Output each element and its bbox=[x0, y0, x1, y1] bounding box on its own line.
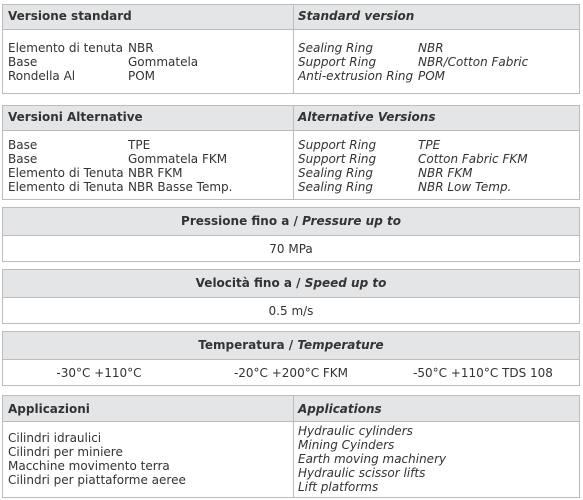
item-en: Earth moving machinery bbox=[298, 452, 447, 466]
label-en: Sealing Ring bbox=[298, 166, 373, 180]
header-it: Versioni Alternative bbox=[8, 110, 143, 124]
label-en: Anti-extrusion Ring bbox=[298, 69, 414, 83]
value: 0.5 m/s bbox=[268, 304, 314, 318]
value-en: NBR Low Temp. bbox=[418, 180, 512, 194]
header: Velocità fino a / Speed up to bbox=[3, 276, 579, 290]
header-en: Speed up to bbox=[304, 276, 387, 290]
label-it: Base bbox=[8, 138, 38, 152]
header-en: Standard version bbox=[298, 9, 415, 23]
value-it: NBR FKM bbox=[128, 166, 183, 180]
section: Velocità fino a / Speed up to 0.5 m/s bbox=[2, 269, 580, 324]
value-en: Cotton Fabric FKM bbox=[418, 152, 528, 166]
label-it: Elemento di Tenuta bbox=[8, 166, 124, 180]
item-en: Lift platforms bbox=[298, 480, 379, 494]
value: -50°C +110°C TDS 108 bbox=[413, 366, 553, 380]
divider bbox=[293, 106, 294, 199]
item-en: Hydraulic cylinders bbox=[298, 424, 413, 438]
section: Applicazioni Applications Cilindri idrauli… bbox=[2, 395, 580, 498]
section: Temperatura / Temperature -30°C +110°C -20… bbox=[2, 331, 580, 386]
label-it: Base bbox=[8, 152, 38, 166]
value: 70 MPa bbox=[269, 242, 313, 256]
section-header bbox=[3, 396, 579, 422]
item-it: Cilindri idraulici bbox=[8, 431, 102, 445]
label-it: Base bbox=[8, 55, 38, 69]
section-header: Velocità fino a / Speed up to bbox=[3, 270, 579, 298]
item-en: Mining Cyinders bbox=[298, 438, 395, 452]
label-it: Elemento di tenuta bbox=[8, 41, 123, 55]
header-it: Applicazioni bbox=[8, 402, 90, 416]
item-it: Macchine movimento terra bbox=[8, 459, 170, 473]
label-en: Support Ring bbox=[298, 152, 377, 166]
section: Pressione fino a / Pressure up to 70 MPa bbox=[2, 207, 580, 262]
section-header bbox=[3, 106, 579, 131]
header-en: Alternative Versions bbox=[298, 110, 436, 124]
value-en: POM bbox=[418, 69, 446, 83]
label-it: Rondella Al bbox=[8, 69, 76, 83]
value-en: NBR bbox=[418, 41, 444, 55]
section: Versioni Alternative Alternative Versions… bbox=[2, 105, 580, 200]
section-header bbox=[3, 5, 579, 30]
header-it: Velocità fino a / bbox=[195, 276, 301, 290]
label-it: Elemento di Tenuta bbox=[8, 180, 124, 194]
value-en: TPE bbox=[418, 138, 441, 152]
value-en: NBR FKM bbox=[418, 166, 473, 180]
section: Versione standard Standard version Element… bbox=[2, 4, 580, 94]
header-it: Pressione fino a / bbox=[181, 214, 298, 228]
header: Pressione fino a / Pressure up to bbox=[3, 214, 579, 228]
item-en: Hydraulic scissor lifts bbox=[298, 466, 426, 480]
divider bbox=[293, 5, 294, 93]
divider bbox=[293, 396, 294, 497]
header-it: Versione standard bbox=[8, 9, 132, 23]
value: -30°C +110°C bbox=[56, 366, 142, 380]
header-en: Pressure up to bbox=[302, 214, 401, 228]
value-it: Gommatela FKM bbox=[128, 152, 228, 166]
section-header: Pressione fino a / Pressure up to bbox=[3, 208, 579, 236]
item-it: Cilindri per piattaforme aeree bbox=[8, 473, 186, 487]
label-en: Support Ring bbox=[298, 55, 377, 69]
label-en: Sealing Ring bbox=[298, 41, 373, 55]
header: Temperatura / Temperature bbox=[3, 338, 579, 352]
item-it: Cilindri per miniere bbox=[8, 445, 123, 459]
label-en: Sealing Ring bbox=[298, 180, 373, 194]
header-en: Temperature bbox=[297, 338, 384, 352]
value-it: NBR Basse Temp. bbox=[128, 180, 233, 194]
value-en: NBR/Cotton Fabric bbox=[418, 55, 529, 69]
section-header: Temperatura / Temperature bbox=[3, 332, 579, 360]
value-it: POM bbox=[128, 69, 156, 83]
value: -20°C +200°C FKM bbox=[233, 366, 349, 380]
header-it: Temperatura / bbox=[198, 338, 294, 352]
label-en: Support Ring bbox=[298, 138, 377, 152]
value-it: Gommatela bbox=[128, 55, 199, 69]
value-it: TPE bbox=[128, 138, 151, 152]
header-en: Applications bbox=[298, 402, 382, 416]
value-it: NBR bbox=[128, 41, 154, 55]
